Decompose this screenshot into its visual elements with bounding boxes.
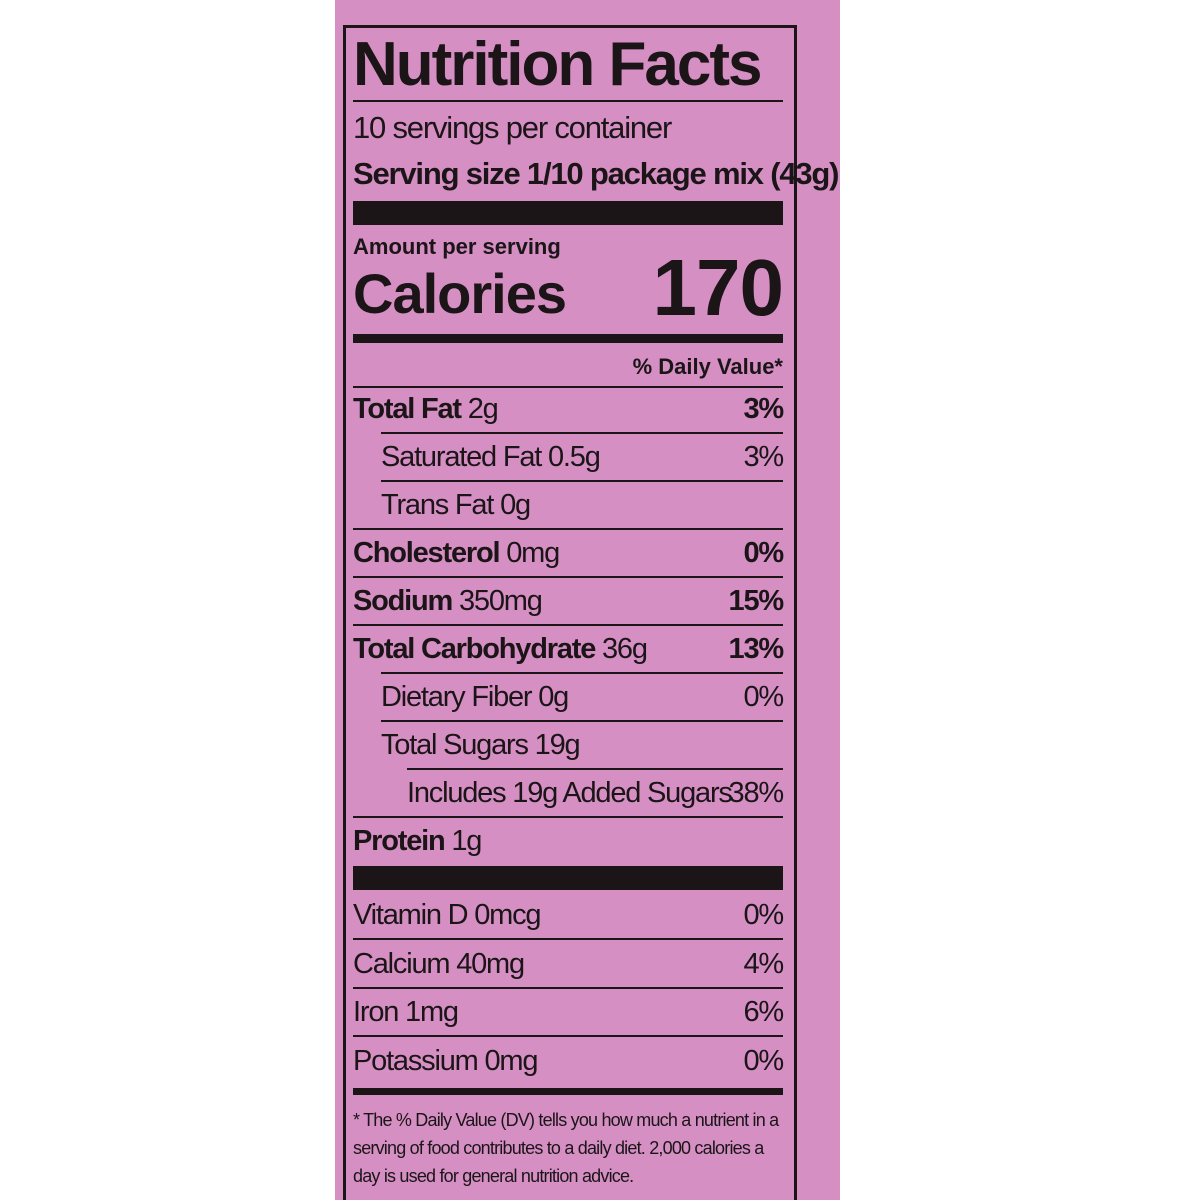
nutrient-row: Cholesterol 0mg <box>353 537 560 569</box>
nutrient-amount: 0mg <box>506 537 560 569</box>
nutrient-name: Total Carbohydrate <box>353 633 596 665</box>
medium-rule <box>353 334 783 343</box>
daily-value: 15% <box>728 585 785 617</box>
rule <box>353 100 783 102</box>
daily-value: 38% <box>728 777 785 809</box>
rule <box>353 1035 783 1037</box>
rule <box>353 576 783 578</box>
rule <box>381 720 783 722</box>
nutrient-name: Calcium <box>353 947 451 980</box>
nutrient-amount: 19g <box>534 729 581 761</box>
nutrient-name: Cholesterol <box>353 537 501 569</box>
serving-size: Serving size 1/10 package mix (43g) <box>353 156 839 191</box>
daily-value: 0% <box>743 537 784 569</box>
nutrient-row: Trans Fat 0g <box>381 489 531 521</box>
nutrient-amount: 0g <box>500 489 531 521</box>
nutrient-name: Saturated Fat <box>381 441 542 473</box>
nutrient-name: Total Fat <box>353 393 462 425</box>
daily-value: 0% <box>743 1044 784 1077</box>
nutrient-row: Total Carbohydrate 36g <box>353 633 648 665</box>
nutrient-row: Includes 19g Added Sugars <box>407 777 733 809</box>
rule <box>381 480 783 482</box>
nutrient-name: Trans Fat <box>381 489 494 521</box>
daily-value: 0% <box>743 681 784 713</box>
nutrient-row: Iron 1mg <box>353 996 459 1028</box>
nutrient-name: Total Sugars <box>381 729 529 761</box>
nutrient-amount: 0.5g <box>547 441 601 473</box>
nutrient-row: Saturated Fat 0.5g <box>381 441 601 473</box>
label-background <box>335 0 840 1200</box>
nutrient-amount: 40mg <box>456 947 525 980</box>
nutrient-name: Protein <box>353 825 446 857</box>
nutrient-amount: 0mg <box>484 1044 538 1077</box>
nutrient-row: Calcium 40mg <box>353 947 525 980</box>
rule <box>381 432 783 434</box>
rule <box>353 986 783 989</box>
footnote: * The % Daily Value (DV) tells you how m… <box>353 1110 779 1186</box>
label-border <box>343 25 797 1200</box>
amount-per-serving: Amount per serving <box>353 234 561 259</box>
daily-value: 4% <box>743 947 784 980</box>
nutrient-amount: 350mg <box>459 585 543 617</box>
nutrient-name: Dietary Fiber <box>381 681 533 713</box>
daily-value: 0% <box>743 899 784 931</box>
nutrient-amount: 1g <box>451 825 482 857</box>
medium-rule <box>353 1088 783 1095</box>
nutrient-name: Includes 19g Added Sugars <box>407 777 733 809</box>
daily-value-header: % Daily Value* <box>632 354 783 379</box>
title: Nutrition Facts <box>353 30 762 99</box>
nutrient-name: Vitamin D <box>353 899 469 931</box>
servings: 10 servings per container <box>353 110 672 145</box>
daily-value: 13% <box>728 633 785 665</box>
rule <box>353 816 783 818</box>
daily-value: 3% <box>743 441 784 473</box>
rule <box>407 768 783 770</box>
calories-label: Calories <box>353 262 567 325</box>
nutrient-row: Potassium 0mg <box>353 1044 538 1077</box>
rule <box>381 672 783 674</box>
nutrient-name: Sodium <box>353 585 453 617</box>
rule <box>353 624 783 626</box>
nutrient-amount: 2g <box>467 393 499 425</box>
calories-value: 170 <box>652 243 784 332</box>
nutrient-amount: 1mg <box>405 996 459 1028</box>
nutrient-row: Vitamin D 0mcg <box>353 899 542 931</box>
nutrient-name: Iron <box>353 996 399 1028</box>
daily-value: 3% <box>743 393 784 425</box>
thick-rule <box>353 866 783 890</box>
thick-rule <box>353 201 783 225</box>
nutrient-amount: 0g <box>538 681 569 713</box>
nutrient-row: Sodium 350mg <box>353 585 543 617</box>
nutrient-amount: 0mcg <box>474 899 541 931</box>
nutrient-row: Total Fat 2g <box>353 393 499 425</box>
nutrient-row: Total Sugars 19g <box>381 729 581 761</box>
rule <box>353 528 783 530</box>
nutrient-row: Protein 1g <box>353 825 482 857</box>
daily-value: 6% <box>743 996 784 1028</box>
nutrient-name: Potassium <box>353 1044 479 1077</box>
nutrient-row: Dietary Fiber 0g <box>381 681 569 713</box>
rule <box>353 938 783 940</box>
rule <box>353 386 783 388</box>
nutrient-amount: 36g <box>601 633 648 665</box>
